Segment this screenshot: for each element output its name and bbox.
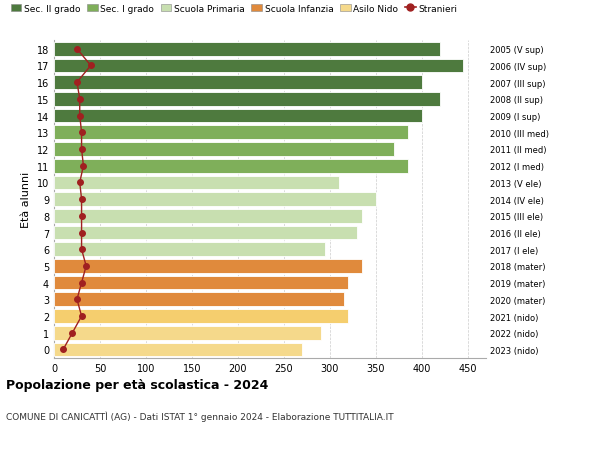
Bar [54, 93, 440, 106]
Bar [54, 143, 394, 157]
Bar [54, 110, 422, 123]
Bar [54, 226, 358, 240]
Text: COMUNE DI CANICATTÌ (AG) - Dati ISTAT 1° gennaio 2024 - Elaborazione TUTTITALIA.: COMUNE DI CANICATTÌ (AG) - Dati ISTAT 1°… [6, 411, 394, 421]
Bar [54, 343, 302, 357]
Bar [54, 326, 320, 340]
Y-axis label: Età alunni: Età alunni [21, 172, 31, 228]
Bar [54, 309, 348, 323]
Bar [54, 176, 339, 190]
Bar [54, 243, 325, 257]
Bar [54, 126, 408, 140]
Bar [54, 259, 362, 273]
Legend: Sec. II grado, Sec. I grado, Scuola Primaria, Scuola Infanzia, Asilo Nido, Stran: Sec. II grado, Sec. I grado, Scuola Prim… [11, 5, 457, 13]
Bar [54, 293, 344, 307]
Text: Popolazione per età scolastica - 2024: Popolazione per età scolastica - 2024 [6, 379, 268, 392]
Bar [54, 159, 408, 173]
Bar [54, 276, 348, 290]
Bar [54, 60, 463, 73]
Bar [54, 193, 376, 207]
Bar [54, 43, 440, 56]
Bar [54, 209, 362, 223]
Bar [54, 76, 422, 90]
